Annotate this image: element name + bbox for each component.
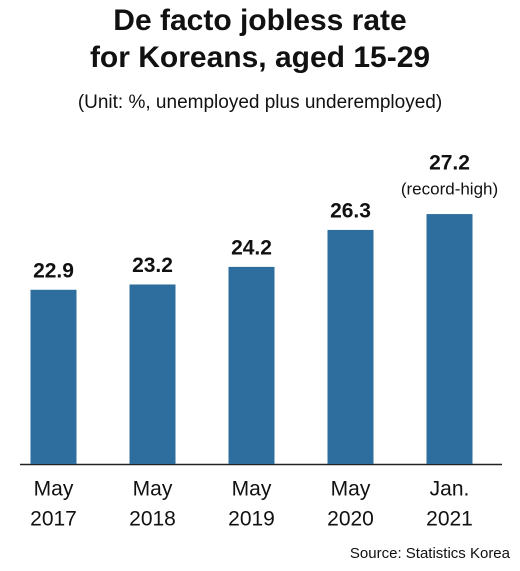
bar [30, 289, 77, 464]
bar [327, 229, 374, 464]
value-label: 22.9 [33, 259, 74, 282]
bar [426, 214, 473, 464]
x-tick-label: Jan. [430, 478, 470, 501]
x-tick-label: 2020 [327, 508, 374, 531]
value-label: 23.2 [132, 254, 173, 277]
bar [228, 266, 275, 464]
chart-title: for Koreans, aged 15-29 [90, 41, 430, 74]
value-label: 26.3 [330, 199, 371, 222]
bar [129, 284, 176, 464]
x-tick-label: 2021 [426, 508, 473, 531]
chart-subtitle: (Unit: %, unemployed plus underemployed) [78, 92, 442, 113]
x-tick-label: 2018 [129, 508, 176, 531]
value-label: 27.2 [429, 152, 470, 175]
source: Source: Statistics Korea [350, 545, 511, 562]
x-tick-label: 2017 [30, 508, 77, 531]
x-tick-label: May [34, 478, 74, 501]
x-tick-label: May [232, 478, 272, 501]
annotation: (record-high) [401, 180, 498, 199]
x-tick-label: May [331, 478, 371, 501]
x-tick-label: May [133, 478, 173, 501]
x-tick-label: 2019 [228, 508, 275, 531]
value-label: 24.2 [231, 236, 272, 259]
chart-title: De facto jobless rate [113, 4, 406, 37]
